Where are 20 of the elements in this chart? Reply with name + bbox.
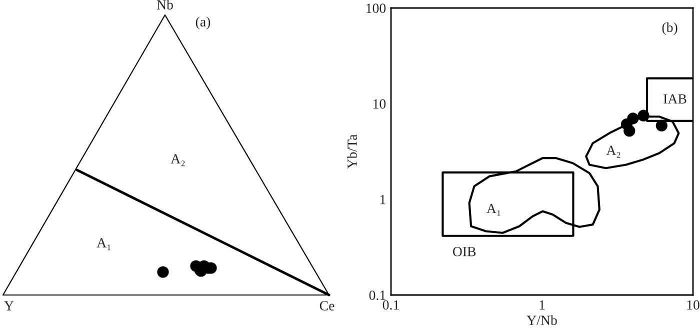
y-axis-title: Yb/Ta xyxy=(347,134,357,169)
annotation: A₂ xyxy=(606,146,620,158)
text: A₂ xyxy=(170,154,185,166)
annotation: (b) xyxy=(662,22,678,35)
annotation: OIB xyxy=(452,246,476,256)
x-tick-label: 10 xyxy=(687,300,700,310)
text: A₁ xyxy=(96,238,110,250)
x-axis-title: Y/Nb xyxy=(526,315,557,326)
annotation: IAB xyxy=(664,94,686,104)
text: (a) xyxy=(196,16,210,30)
x-tick-label: 0.1 xyxy=(382,300,399,310)
y-tick-label: 1 xyxy=(380,194,386,204)
y-tick-label: 10 xyxy=(373,99,386,109)
annotation: A₁ xyxy=(486,204,500,216)
x-tick-label: 1 xyxy=(540,300,545,310)
text: Ce xyxy=(320,301,334,310)
text: Nb xyxy=(156,0,173,10)
y-tick-label: 0.1 xyxy=(369,290,386,300)
y-tick-label: 100 xyxy=(366,4,386,13)
text: Y xyxy=(4,301,14,310)
